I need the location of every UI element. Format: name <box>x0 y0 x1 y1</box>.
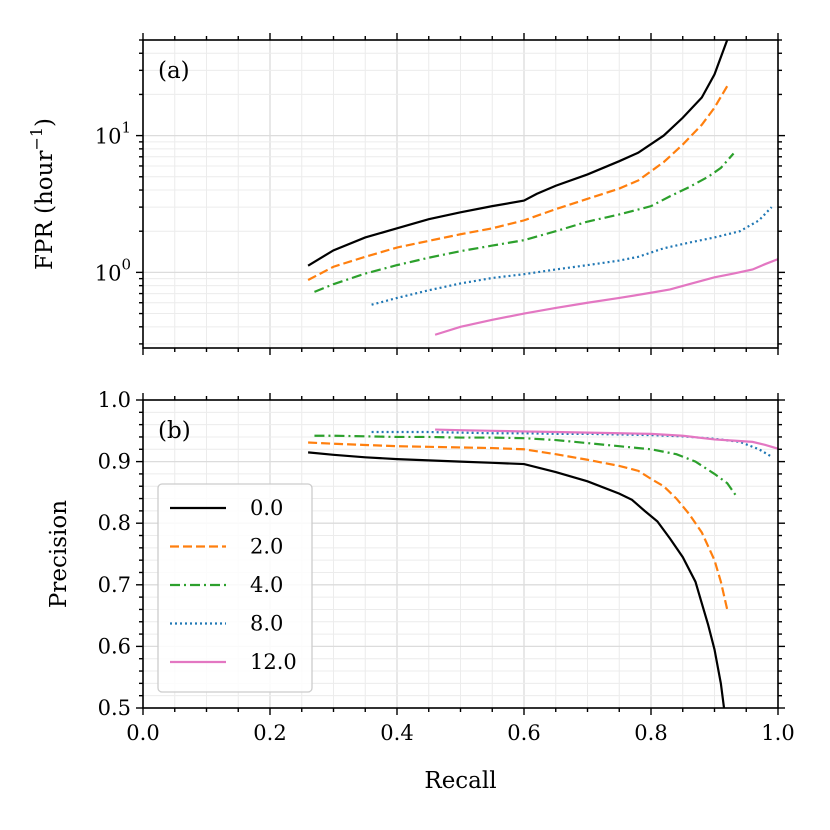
series-b-8.0 <box>371 430 773 458</box>
ylabel-main: FPR (hour <box>32 151 58 271</box>
panel-b-ytick-label: 0.8 <box>98 511 131 535</box>
panel-b-label: (b) <box>158 418 191 444</box>
legend-label-2.0: 2.0 <box>250 535 283 559</box>
panel-b-ytick-label: 0.9 <box>98 450 131 474</box>
series-a-4.0 <box>314 152 735 293</box>
series-a-0.0 <box>307 39 729 267</box>
panel-a-ytick-label: 100 <box>95 255 131 285</box>
panel-b: 0.0 0.2 0.4 0.6 0.8 1.0 0.5 0.6 0.7 0.8 0.9 1.0 (b) <box>98 388 795 745</box>
panel-b-xtick-label: 0.2 <box>253 721 286 745</box>
panel-a-ticks <box>136 33 785 355</box>
ylabel-close: ) <box>32 118 58 127</box>
panel-a-label: (a) <box>158 58 190 84</box>
tick-base: 10 <box>95 125 122 149</box>
panel-b-ytick-label: 1.0 <box>98 388 131 412</box>
panel-b-xtick-label: 0.0 <box>126 721 159 745</box>
panel-b-ytick-label: 0.6 <box>98 634 131 658</box>
panel-a-y-axis-title: FPR (hour−1) <box>27 118 58 270</box>
series-a-8.0 <box>371 206 773 306</box>
legend-box <box>157 483 313 693</box>
series-b-12.0 <box>435 428 779 450</box>
series-b-0.0 <box>307 451 726 709</box>
panel-b-xtick-label: 1.0 <box>761 721 794 745</box>
ylabel-sup: −1 <box>27 127 46 151</box>
panel-b-xtick-label: 0.6 <box>507 721 540 745</box>
legend-label-12.0: 12.0 <box>250 650 297 674</box>
panel-b-ticks <box>136 393 785 715</box>
series-b-4.0 <box>314 434 738 498</box>
x-axis-title: Recall <box>424 768 496 794</box>
tick-exponent: 1 <box>121 119 131 137</box>
axis-labels: Recall Precision FPR (hour−1) <box>27 118 497 794</box>
panel-a-top-mask <box>142 0 779 40</box>
series-a-12.0 <box>434 258 779 336</box>
panel-b-ytick-label: 0.5 <box>98 696 131 720</box>
legend-label-8.0: 8.0 <box>250 612 283 636</box>
panel-b-xtick-label: 0.4 <box>380 721 413 745</box>
panel-a-ytick-label: 101 <box>95 119 131 149</box>
series-b-2.0 <box>308 441 729 610</box>
panel-a-grid <box>142 39 779 348</box>
series-a-2.0 <box>307 85 729 281</box>
panel-b-y-axis-title: Precision <box>46 500 72 608</box>
legend-label-4.0: 4.0 <box>250 573 283 597</box>
tick-base: 10 <box>95 261 122 285</box>
legend-label-0.0: 0.0 <box>250 496 283 520</box>
panel-b-ytick-label: 0.7 <box>98 573 131 597</box>
panel-b-xtick-label: 0.8 <box>634 721 667 745</box>
legend: 0.0 2.0 4.0 8.0 12.0 <box>157 483 313 693</box>
tick-exponent: 0 <box>121 255 131 273</box>
